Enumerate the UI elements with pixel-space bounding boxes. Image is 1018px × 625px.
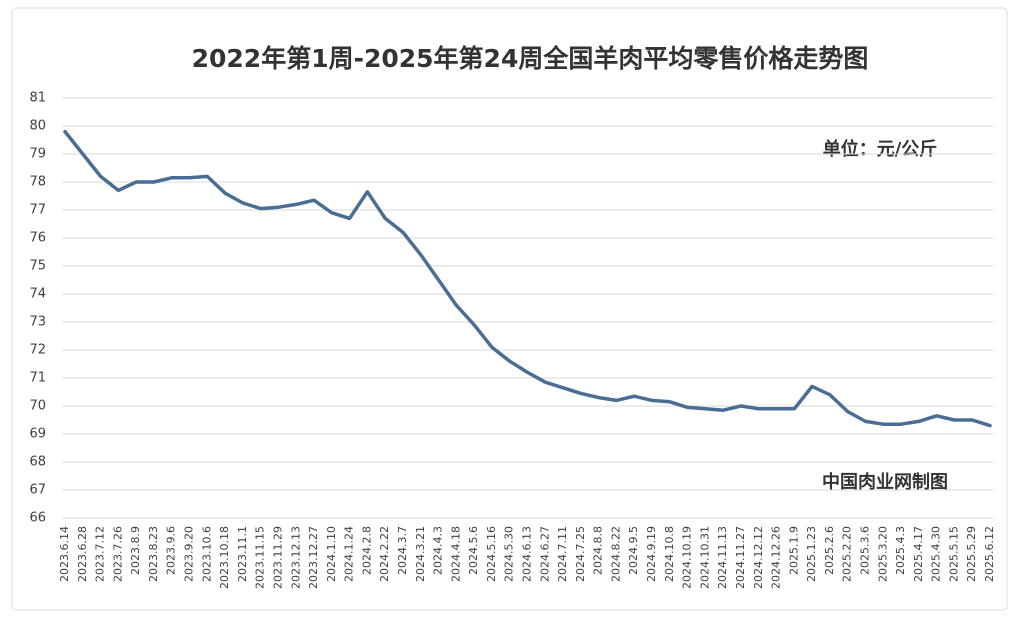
x-tick-label: 2023.12.13 (289, 526, 302, 589)
x-tick-label: 2023.11.1 (236, 526, 249, 582)
x-tick-label: 2025.4.30 (930, 526, 943, 582)
x-tick-label: 2024.10.8 (663, 526, 676, 582)
x-tick-label: 2023.9.20 (183, 526, 196, 582)
chart-title: 2022年第1周-2025年第24周全国羊肉平均零售价格走势图 (192, 44, 869, 73)
x-tick-label: 2025.3.20 (876, 526, 889, 582)
data-line (63, 129, 992, 428)
x-tick-label: 2024.8.22 (609, 526, 622, 582)
x-tick-label: 2024.12.26 (770, 526, 783, 589)
y-tick-label: 67 (29, 483, 46, 498)
x-tick-label: 2023.10.18 (218, 526, 231, 589)
x-tick-label: 2025.1.9 (787, 526, 800, 575)
x-tick-label: 2025.5.29 (965, 526, 978, 582)
y-tick-label: 73 (29, 315, 46, 330)
x-tick-label: 2024.8.8 (592, 526, 605, 575)
x-tick-label: 2023.7.26 (111, 526, 124, 582)
x-tick-label: 2025.4.3 (894, 526, 907, 575)
x-tick-label: 2024.7.25 (574, 526, 587, 582)
x-tick-label: 2024.6.27 (538, 526, 551, 582)
x-tick-label: 2023.9.6 (165, 526, 178, 575)
y-tick-label: 76 (29, 231, 46, 246)
x-tick-label: 2023.6.14 (58, 526, 71, 582)
x-tick-label: 2025.6.12 (983, 526, 996, 582)
x-tick-label: 2025.2.20 (841, 526, 854, 582)
x-tick-label: 2024.3.7 (396, 526, 409, 575)
y-tick-label: 74 (29, 287, 46, 302)
x-tick-label: 2024.5.30 (503, 526, 516, 582)
y-tick-label: 72 (29, 343, 46, 358)
y-tick-label: 71 (29, 371, 46, 386)
x-tick-label: 2024.11.27 (734, 526, 747, 589)
x-tick-label: 2025.3.6 (858, 526, 871, 575)
chart-frame (11, 7, 1008, 611)
y-tick-label: 75 (29, 259, 46, 274)
y-tick-label: 70 (29, 399, 46, 414)
x-tick-label: 2023.7.12 (94, 526, 107, 582)
source-label: 中国肉业网制图 (822, 471, 948, 493)
x-tick-label: 2024.4.3 (432, 526, 445, 575)
x-tick-label: 2023.12.27 (307, 526, 320, 589)
x-tick-label: 2024.4.18 (449, 526, 462, 582)
x-tick-label: 2023.10.6 (200, 526, 213, 582)
y-tick-label: 78 (29, 175, 46, 190)
x-tick-label: 2024.2.8 (360, 526, 373, 575)
y-tick-label: 69 (29, 427, 46, 442)
x-tick-label: 2024.1.24 (343, 526, 356, 582)
x-tick-label: 2025.4.17 (912, 526, 925, 582)
x-tick-label: 2024.3.21 (414, 526, 427, 582)
x-tick-label: 2024.5.16 (485, 526, 498, 582)
x-tick-label: 2023.6.28 (76, 526, 89, 582)
x-tick-label: 2023.11.29 (271, 526, 284, 589)
x-tick-label: 2025.1.23 (805, 526, 818, 582)
y-tick-label: 77 (29, 203, 46, 218)
unit-label: 单位：元/公斤 (823, 138, 938, 160)
x-tick-label: 2024.5.6 (467, 526, 480, 575)
x-tick-label: 2024.10.31 (698, 526, 711, 589)
x-tick-label: 2024.2.22 (378, 526, 391, 582)
y-tick-label: 79 (29, 147, 46, 162)
y-tick-label: 66 (29, 511, 46, 526)
y-tick-label: 81 (29, 91, 46, 106)
y-tick-label: 80 (29, 119, 46, 134)
x-tick-label: 2025.2.6 (823, 526, 836, 575)
x-tick-label: 2023.11.15 (254, 526, 267, 589)
x-tick-label: 2023.8.9 (129, 526, 142, 575)
x-tick-label: 2024.12.12 (752, 526, 765, 589)
x-tick-label: 2024.6.13 (521, 526, 534, 582)
x-tick-label: 2024.11.13 (716, 526, 729, 589)
x-tick-label: 2024.1.10 (325, 526, 338, 582)
y-tick-label: 68 (29, 455, 46, 470)
x-tick-label: 2024.9.5 (627, 526, 640, 575)
x-tick-label: 2023.8.23 (147, 526, 160, 582)
x-tick-label: 2025.5.15 (947, 526, 960, 582)
x-tick-label: 2024.10.19 (681, 526, 694, 589)
x-tick-label: 2024.9.19 (645, 526, 658, 582)
x-tick-label: 2024.7.11 (556, 526, 569, 582)
